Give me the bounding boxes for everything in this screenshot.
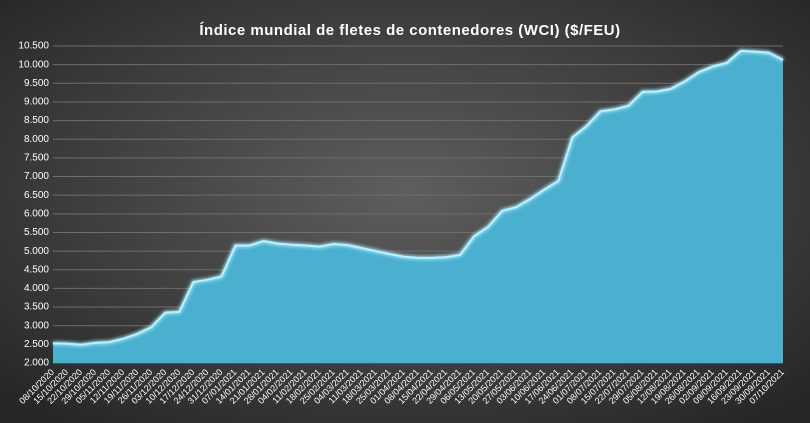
y-tick-label: 7.000 <box>24 171 49 182</box>
y-tick-label: 8.000 <box>24 134 49 145</box>
y-tick-label: 4.500 <box>24 264 49 275</box>
y-tick-label: 3.500 <box>24 302 49 313</box>
y-tick-label: 2.000 <box>24 358 49 369</box>
area-edge <box>52 49 784 346</box>
y-tick-label: 3.000 <box>24 320 49 331</box>
y-tick-label: 4.000 <box>24 283 49 294</box>
axis-labels: 2.000 2.500 3.000 3.500 4.000 4.500 5.000 5.500… <box>17 41 786 406</box>
y-tick-label: 10.500 <box>18 41 49 52</box>
plot <box>52 48 784 363</box>
chart-title: Índice mundial de fletes de contenedores… <box>199 22 620 39</box>
area <box>53 50 783 363</box>
y-tick-label: 6.000 <box>24 208 49 219</box>
y-tick-label: 5.500 <box>24 227 49 238</box>
y-tick-label: 10.000 <box>18 59 49 70</box>
y-tick-label: 8.500 <box>24 115 49 126</box>
y-tick-label: 6.500 <box>24 190 49 201</box>
y-tick-label: 5.000 <box>24 246 49 257</box>
y-tick-label: 2.500 <box>24 339 49 350</box>
y-tick-label: 7.500 <box>24 153 49 164</box>
y-tick-label: 9.000 <box>24 97 49 108</box>
y-tick-label: 9.500 <box>24 78 49 89</box>
